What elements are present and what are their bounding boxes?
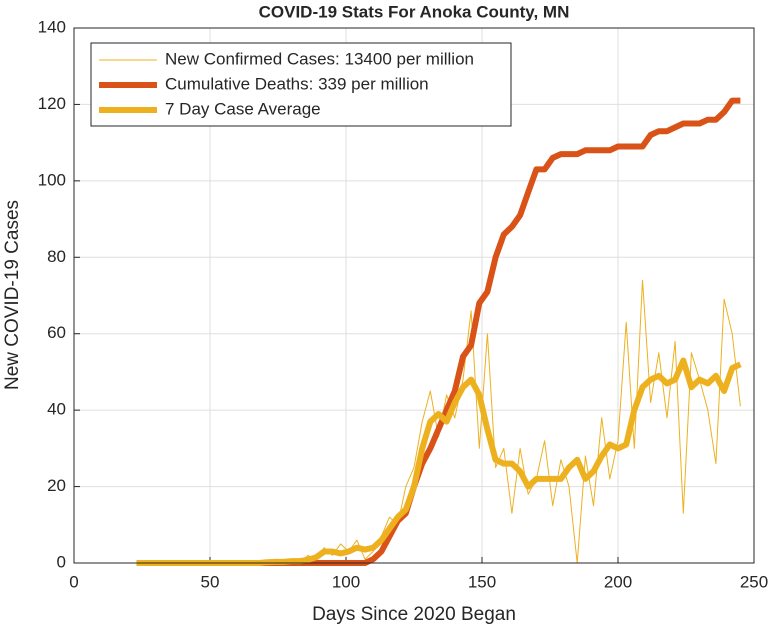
x-tick-label: 0 <box>69 572 78 591</box>
y-tick-label: 140 <box>38 17 66 36</box>
x-tick-label: 250 <box>740 572 768 591</box>
legend-label: Cumulative Deaths: 339 per million <box>165 74 429 93</box>
y-tick-label: 60 <box>47 323 66 342</box>
y-tick-label: 20 <box>47 476 66 495</box>
legend-label: New Confirmed Cases: 13400 per million <box>165 49 474 68</box>
y-tick-label: 80 <box>47 247 66 266</box>
legend-label: 7 Day Case Average <box>165 99 321 118</box>
plot-frame <box>73 27 755 564</box>
x-tick-label: 100 <box>332 572 360 591</box>
y-tick-label: 120 <box>38 94 66 113</box>
y-axis-label: New COVID-19 Cases <box>2 200 23 390</box>
chart-title: COVID-19 Stats For Anoka County, MN <box>259 2 570 21</box>
x-tick-label: 150 <box>468 572 496 591</box>
legend-box <box>90 42 512 127</box>
x-tick-label: 200 <box>604 572 632 591</box>
y-tick-label: 0 <box>57 552 66 571</box>
x-tick-label: 50 <box>201 572 220 591</box>
y-tick-label: 100 <box>38 170 66 189</box>
x-axis-label: Days Since 2020 Began <box>312 604 516 625</box>
y-tick-label: 40 <box>47 400 66 419</box>
